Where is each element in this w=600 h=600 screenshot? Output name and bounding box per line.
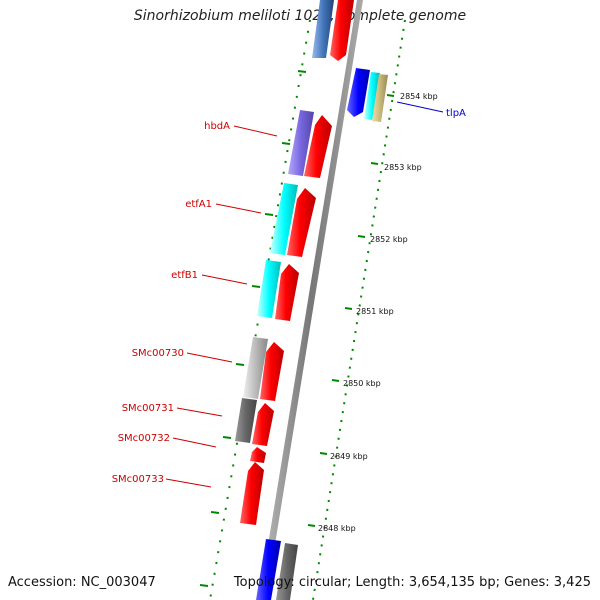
gene-arrow — [304, 115, 332, 178]
scale-label: 2853 kbp — [384, 163, 422, 172]
scale-label: 2850 kbp — [343, 379, 381, 388]
topology-text: Topology: circular; Length: 3,654,135 bp… — [233, 575, 591, 590]
accession-text: Accession: NC_003047 — [8, 575, 156, 590]
gene-block — [256, 539, 281, 600]
gene-arrow — [240, 462, 264, 525]
gene-label-SMc00732: SMc00732 — [118, 433, 170, 444]
gene-label-SMc00730: SMc00730 — [132, 348, 184, 359]
gene-block — [288, 110, 314, 176]
gene-block — [276, 543, 298, 600]
gene-arrow — [287, 188, 316, 257]
gene-block — [235, 398, 257, 443]
gene-arrow — [250, 447, 266, 463]
scale-label: 2848 kbp — [318, 524, 356, 533]
scale-ticks — [307, 94, 395, 527]
scale-label: 2849 kbp — [330, 452, 368, 461]
gene-arrow — [275, 264, 299, 321]
gene-arrow — [347, 68, 370, 117]
gene-label-etfA1: etfA1 — [185, 199, 212, 210]
gene-arrow — [252, 403, 274, 446]
gene-arrow — [260, 342, 284, 401]
gene-label-etfB1: etfB1 — [171, 270, 198, 281]
gene-label-tlpA: tlpA — [446, 108, 466, 119]
gene-label-hbdA: hbdA — [204, 121, 230, 132]
gene-label-SMc00731: SMc00731 — [122, 403, 174, 414]
inner-ticks — [199, 70, 307, 587]
gene-block — [364, 72, 380, 120]
map-title: Sinorhizobium meliloti 1021, complete ge… — [133, 8, 467, 24]
gene-label-SMc00733: SMc00733 — [112, 474, 164, 485]
scale-label: 2852 kbp — [370, 235, 408, 244]
gene-arrow — [330, 0, 354, 61]
gene-block — [243, 337, 268, 399]
genome-backbone — [259, 0, 363, 600]
gene-block — [312, 0, 334, 58]
scale-label: 2854 kbp — [400, 92, 438, 101]
gene-block — [372, 74, 388, 122]
gene-block — [270, 183, 298, 255]
gene-block — [257, 260, 281, 318]
label-connectors — [165, 101, 444, 488]
scale-label: 2851 kbp — [356, 307, 394, 316]
